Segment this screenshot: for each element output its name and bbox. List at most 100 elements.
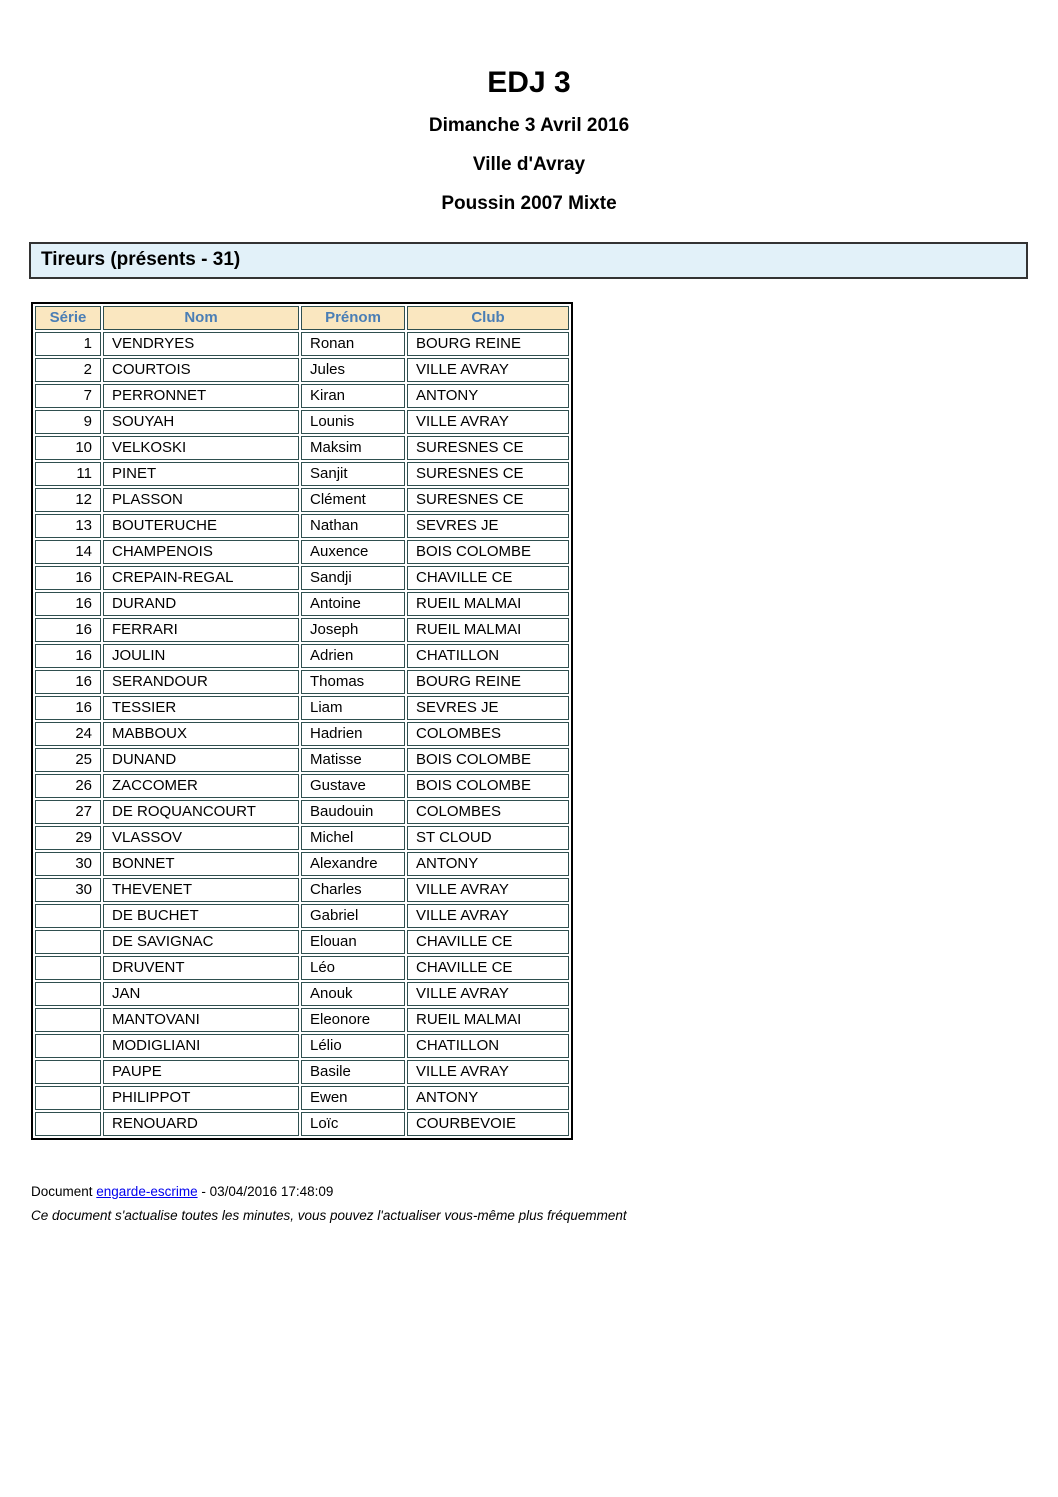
cell-prenom: Michel xyxy=(301,826,405,850)
cell-club: CHAVILLE CE xyxy=(407,566,569,590)
table-row: 13 BOUTERUCHE Nathan SEVRES JE xyxy=(35,514,569,538)
cell-serie: 26 xyxy=(35,774,101,798)
cell-prenom: Lélio xyxy=(301,1034,405,1058)
cell-serie: 2 xyxy=(35,358,101,382)
footer-doc-line: Document engarde-escrime - 03/04/2016 17… xyxy=(31,1180,1058,1204)
table-row: PAUPE Basile VILLE AVRAY xyxy=(35,1060,569,1084)
cell-nom: COURTOIS xyxy=(103,358,299,382)
table-row: DRUVENT Léo CHAVILLE CE xyxy=(35,956,569,980)
cell-club: CHATILLON xyxy=(407,1034,569,1058)
table-row: 14 CHAMPENOIS Auxence BOIS COLOMBE xyxy=(35,540,569,564)
cell-club: VILLE AVRAY xyxy=(407,358,569,382)
table-row: 26 ZACCOMER Gustave BOIS COLOMBE xyxy=(35,774,569,798)
cell-serie: 1 xyxy=(35,332,101,356)
table-row: 30 BONNET Alexandre ANTONY xyxy=(35,852,569,876)
cell-club: VILLE AVRAY xyxy=(407,1060,569,1084)
cell-nom: JOULIN xyxy=(103,644,299,668)
cell-club: RUEIL MALMAI xyxy=(407,592,569,616)
table-row: PHILIPPOT Ewen ANTONY xyxy=(35,1086,569,1110)
section-banner: Tireurs (présents - 31) xyxy=(29,242,1028,279)
cell-nom: VLASSOV xyxy=(103,826,299,850)
cell-nom: TESSIER xyxy=(103,696,299,720)
engarde-link[interactable]: engarde-escrime xyxy=(96,1184,198,1199)
cell-nom: SERANDOUR xyxy=(103,670,299,694)
cell-nom: FERRARI xyxy=(103,618,299,642)
cell-nom: PERRONNET xyxy=(103,384,299,408)
cell-serie: 7 xyxy=(35,384,101,408)
cell-nom: ZACCOMER xyxy=(103,774,299,798)
cell-serie xyxy=(35,1034,101,1058)
table-row: 16 FERRARI Joseph RUEIL MALMAI xyxy=(35,618,569,642)
cell-nom: BOUTERUCHE xyxy=(103,514,299,538)
cell-nom: DURAND xyxy=(103,592,299,616)
cell-prenom: Liam xyxy=(301,696,405,720)
cell-prenom: Adrien xyxy=(301,644,405,668)
cell-club: RUEIL MALMAI xyxy=(407,618,569,642)
cell-prenom: Alexandre xyxy=(301,852,405,876)
cell-prenom: Anouk xyxy=(301,982,405,1006)
cell-club: VILLE AVRAY xyxy=(407,410,569,434)
cell-prenom: Baudouin xyxy=(301,800,405,824)
cell-prenom: Eleonore xyxy=(301,1008,405,1032)
cell-club: SEVRES JE xyxy=(407,696,569,720)
cell-club: VILLE AVRAY xyxy=(407,982,569,1006)
section-banner-label: Tireurs (présents - 31) xyxy=(41,249,241,270)
fencers-table: Série Nom Prénom Club 1 VENDRYES Ronan BOURG R… xyxy=(31,302,573,1140)
cell-prenom: Basile xyxy=(301,1060,405,1084)
cell-serie: 11 xyxy=(35,462,101,486)
cell-club: SURESNES CE xyxy=(407,462,569,486)
table-row: 10 VELKOSKI Maksim SURESNES CE xyxy=(35,436,569,460)
cell-club: CHAVILLE CE xyxy=(407,956,569,980)
cell-serie: 30 xyxy=(35,852,101,876)
cell-prenom: Kiran xyxy=(301,384,405,408)
table-row: MANTOVANI Eleonore RUEIL MALMAI xyxy=(35,1008,569,1032)
subtitle-date: Dimanche 3 Avril 2016 xyxy=(428,115,630,136)
table-row: JAN Anouk VILLE AVRAY xyxy=(35,982,569,1006)
cell-serie xyxy=(35,930,101,954)
table-row: 16 TESSIER Liam SEVRES JE xyxy=(35,696,569,720)
cell-serie: 27 xyxy=(35,800,101,824)
cell-nom: THEVENET xyxy=(103,878,299,902)
table-row: DE SAVIGNAC Elouan CHAVILLE CE xyxy=(35,930,569,954)
cell-nom: VENDRYES xyxy=(103,332,299,356)
cell-club: ANTONY xyxy=(407,852,569,876)
cell-serie: 25 xyxy=(35,748,101,772)
table-header-row: Série Nom Prénom Club xyxy=(35,306,569,330)
cell-serie: 16 xyxy=(35,670,101,694)
table-row: 11 PINET Sanjit SURESNES CE xyxy=(35,462,569,486)
cell-prenom: Antoine xyxy=(301,592,405,616)
cell-prenom: Ewen xyxy=(301,1086,405,1110)
column-header: Club xyxy=(407,306,569,330)
cell-nom: MODIGLIANI xyxy=(103,1034,299,1058)
footer-note: Ce document s'actualise toutes les minut… xyxy=(31,1208,627,1223)
cell-club: SURESNES CE xyxy=(407,488,569,512)
cell-serie: 14 xyxy=(35,540,101,564)
table-row: 9 SOUYAH Lounis VILLE AVRAY xyxy=(35,410,569,434)
table-row: 12 PLASSON Clément SURESNES CE xyxy=(35,488,569,512)
cell-prenom: Léo xyxy=(301,956,405,980)
table-row: 25 DUNAND Matisse BOIS COLOMBE xyxy=(35,748,569,772)
cell-club: SEVRES JE xyxy=(407,514,569,538)
cell-prenom: Lounis xyxy=(301,410,405,434)
footer-doc-suffix: - 03/04/2016 17:48:09 xyxy=(197,1184,334,1199)
cell-serie xyxy=(35,1008,101,1032)
table-row: DE BUCHET Gabriel VILLE AVRAY xyxy=(35,904,569,928)
column-header: Prénom xyxy=(301,306,405,330)
page-title: EDJ 3 xyxy=(487,66,571,99)
table-row: 16 DURAND Antoine RUEIL MALMAI xyxy=(35,592,569,616)
table-row: 2 COURTOIS Jules VILLE AVRAY xyxy=(35,358,569,382)
table-row: RENOUARD Loïc COURBEVOIE xyxy=(35,1112,569,1136)
cell-club: COURBEVOIE xyxy=(407,1112,569,1136)
cell-serie: 16 xyxy=(35,644,101,668)
cell-serie: 12 xyxy=(35,488,101,512)
cell-serie: 16 xyxy=(35,566,101,590)
cell-prenom: Matisse xyxy=(301,748,405,772)
cell-prenom: Jules xyxy=(301,358,405,382)
cell-prenom: Ronan xyxy=(301,332,405,356)
table-row: 16 SERANDOUR Thomas BOURG REINE xyxy=(35,670,569,694)
cell-nom: CHAMPENOIS xyxy=(103,540,299,564)
cell-prenom: Hadrien xyxy=(301,722,405,746)
table-row: 24 MABBOUX Hadrien COLOMBES xyxy=(35,722,569,746)
cell-nom: SOUYAH xyxy=(103,410,299,434)
cell-nom: BONNET xyxy=(103,852,299,876)
